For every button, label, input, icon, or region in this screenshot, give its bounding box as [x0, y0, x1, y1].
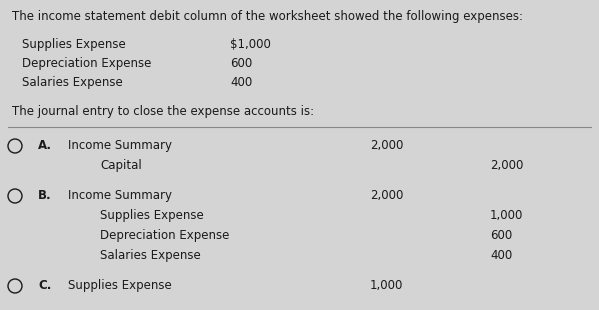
Text: The journal entry to close the expense accounts is:: The journal entry to close the expense a… — [12, 105, 314, 118]
Text: 400: 400 — [230, 76, 252, 89]
Text: 2,000: 2,000 — [370, 189, 403, 202]
Text: Income Summary: Income Summary — [68, 189, 172, 202]
Text: Salaries Expense: Salaries Expense — [22, 76, 123, 89]
Text: 400: 400 — [490, 249, 512, 262]
Text: 1,000: 1,000 — [370, 279, 403, 292]
Text: The income statement debit column of the worksheet showed the following expenses: The income statement debit column of the… — [12, 10, 523, 23]
Text: Capital: Capital — [100, 159, 142, 172]
Text: 2,000: 2,000 — [490, 159, 524, 172]
Text: Supplies Expense: Supplies Expense — [68, 279, 172, 292]
Text: 1,000: 1,000 — [490, 209, 524, 222]
Text: $1,000: $1,000 — [230, 38, 271, 51]
Text: 2,000: 2,000 — [370, 139, 403, 152]
Text: A.: A. — [38, 139, 52, 152]
Text: Income Summary: Income Summary — [68, 139, 172, 152]
Text: Supplies Expense: Supplies Expense — [100, 209, 204, 222]
Text: B.: B. — [38, 189, 52, 202]
Text: Depreciation Expense: Depreciation Expense — [100, 229, 229, 242]
Text: 600: 600 — [230, 57, 252, 70]
Text: Salaries Expense: Salaries Expense — [100, 249, 201, 262]
Text: Supplies Expense: Supplies Expense — [22, 38, 126, 51]
Text: 600: 600 — [490, 229, 512, 242]
Text: Depreciation Expense: Depreciation Expense — [22, 57, 152, 70]
Text: C.: C. — [38, 279, 52, 292]
